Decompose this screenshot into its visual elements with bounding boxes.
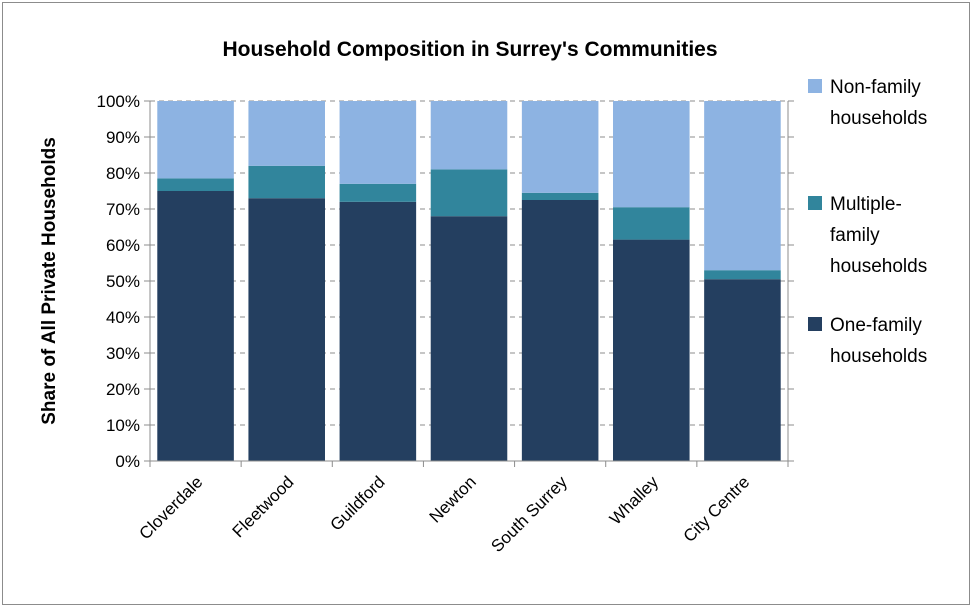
y-tick-label: 70% — [106, 200, 140, 219]
y-tick-label: 60% — [106, 236, 140, 255]
bar-segment — [613, 207, 690, 240]
y-tick-label: 100% — [97, 92, 140, 111]
legend-label: Multiple- — [830, 194, 902, 215]
bar-segment — [430, 169, 508, 217]
y-tick-label: 90% — [106, 128, 140, 147]
y-tick-label: 30% — [106, 344, 140, 363]
y-tick-label: 10% — [106, 416, 140, 435]
y-tick-label: 20% — [106, 380, 140, 399]
bar-segment — [339, 183, 417, 202]
y-tick-label: 50% — [106, 272, 140, 291]
bar-segment — [704, 279, 781, 461]
y-axis-label: Share of All Private Households — [39, 137, 60, 425]
bar-segment — [430, 216, 508, 461]
bars — [157, 101, 781, 462]
legend-label: Non-family — [830, 77, 921, 98]
y-tick-label: 80% — [106, 164, 140, 183]
bar-segment — [248, 198, 325, 461]
axes — [144, 100, 794, 467]
legend-label: households — [830, 108, 927, 129]
legend-swatch — [808, 196, 822, 210]
x-category-label: Guildford — [326, 472, 388, 534]
bar-segment — [613, 239, 690, 461]
bar-segment — [157, 101, 234, 179]
legend-label: family — [830, 225, 880, 246]
bar-segment — [339, 201, 417, 462]
x-category-label: Newton — [426, 472, 480, 526]
x-category-label: Fleetwood — [229, 472, 298, 541]
chart-title: Household Composition in Surrey's Commun… — [222, 38, 717, 61]
legend-label: households — [830, 256, 927, 277]
bar-segment — [704, 270, 781, 280]
x-category-label: Whalley — [606, 472, 663, 529]
bar-segment — [521, 200, 599, 461]
bar-segment — [521, 192, 599, 200]
bar-segment — [248, 165, 325, 199]
y-tick-label: 0% — [115, 452, 140, 471]
bar-segment — [430, 101, 508, 170]
y-tick-labels: 0% 10% 20% 30% 40% 50% 60% 70% 80% 90% 100% — [97, 92, 140, 471]
x-category-label: South Surrey — [487, 472, 571, 556]
bar-segment — [704, 101, 781, 271]
bar-segment — [521, 101, 599, 193]
bar-segment — [248, 101, 325, 166]
bar-segment — [157, 178, 234, 191]
y-tick-label: 40% — [106, 308, 140, 327]
bar-segment — [157, 191, 234, 461]
legend-label: One-family — [830, 315, 922, 336]
legend-label: households — [830, 346, 927, 367]
legend: Non-family households Multiple-family house… — [808, 77, 927, 367]
x-category-labels: Cloverdale Fleetwood Guildford Newton South … — [136, 472, 754, 556]
bar-segment — [613, 101, 690, 208]
legend-swatch — [808, 79, 822, 93]
x-category-label: City Centre — [680, 472, 754, 546]
x-category-label: Cloverdale — [136, 472, 207, 543]
legend-swatch — [808, 317, 822, 331]
bar-segment — [339, 101, 417, 184]
